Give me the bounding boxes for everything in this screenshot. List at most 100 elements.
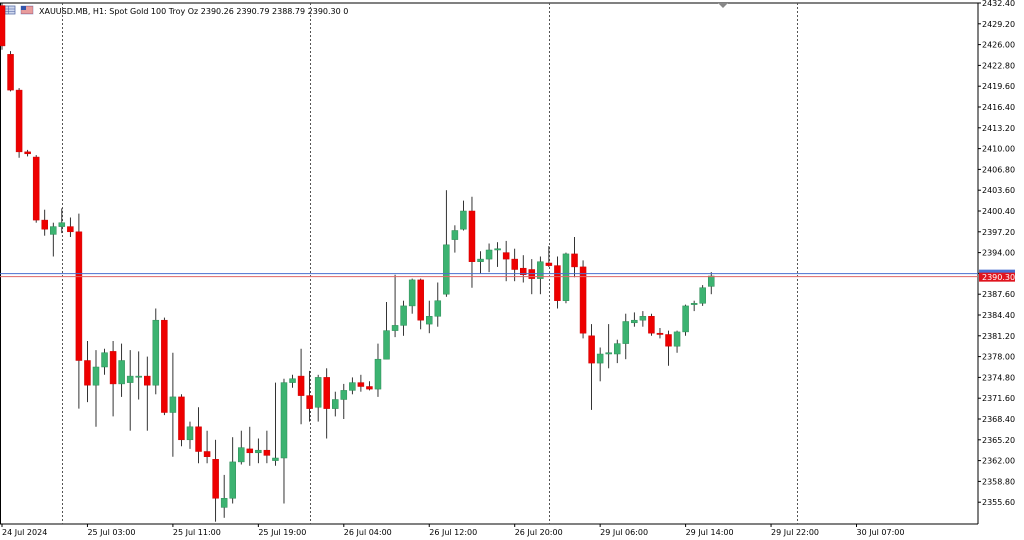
- candle[interactable]: [537, 256, 544, 295]
- candle[interactable]: [451, 225, 459, 253]
- menu-grid-icon[interactable]: [4, 5, 16, 15]
- candle[interactable]: [408, 278, 416, 314]
- candle[interactable]: [682, 304, 689, 336]
- candle[interactable]: [186, 421, 194, 449]
- candle[interactable]: [212, 439, 219, 522]
- candle[interactable]: [118, 343, 125, 397]
- candle[interactable]: [656, 328, 664, 339]
- candle[interactable]: [50, 222, 57, 257]
- candle[interactable]: [169, 352, 177, 457]
- candle[interactable]: [468, 196, 476, 288]
- candle[interactable]: [357, 374, 365, 392]
- candle[interactable]: [605, 324, 612, 369]
- candle[interactable]: [707, 272, 715, 295]
- candle-body: [220, 498, 228, 508]
- candle[interactable]: [571, 237, 578, 278]
- candle[interactable]: [178, 394, 185, 447]
- candle[interactable]: [502, 240, 510, 282]
- candle[interactable]: [0, 3, 6, 50]
- shift-marker-icon[interactable]: [718, 3, 728, 8]
- candle[interactable]: [460, 200, 467, 231]
- candle[interactable]: [92, 350, 100, 427]
- candle[interactable]: [665, 330, 672, 366]
- candle[interactable]: [314, 374, 322, 422]
- candle[interactable]: [323, 368, 330, 439]
- candle-body: [426, 316, 433, 325]
- candle[interactable]: [673, 330, 681, 353]
- candle[interactable]: [229, 437, 236, 504]
- candle[interactable]: [596, 347, 604, 382]
- y-tick-label: 2432.40: [982, 0, 1015, 8]
- candle[interactable]: [400, 300, 407, 336]
- candle[interactable]: [101, 348, 108, 375]
- candle[interactable]: [519, 255, 527, 283]
- candle[interactable]: [263, 430, 271, 464]
- candle[interactable]: [690, 300, 698, 312]
- candle[interactable]: [579, 260, 587, 339]
- candle[interactable]: [631, 312, 638, 327]
- time-axis[interactable]: 24 Jul 2024 25 Jul 03:00 25 Jul 11:00 25 Ju…: [1, 524, 904, 537]
- candle[interactable]: [374, 343, 382, 397]
- candle[interactable]: [24, 149, 31, 157]
- candle[interactable]: [220, 474, 228, 518]
- candle[interactable]: [75, 213, 83, 409]
- candle[interactable]: [648, 313, 655, 336]
- candle[interactable]: [639, 311, 647, 327]
- candle[interactable]: [443, 190, 450, 297]
- candle[interactable]: [562, 252, 570, 304]
- candle[interactable]: [58, 208, 66, 234]
- candle[interactable]: [349, 377, 356, 395]
- candle[interactable]: [545, 246, 553, 267]
- candle[interactable]: [161, 317, 168, 416]
- candle[interactable]: [366, 381, 373, 391]
- candle-body: [554, 265, 561, 301]
- candle[interactable]: [203, 430, 211, 464]
- candle[interactable]: [255, 438, 262, 464]
- candle[interactable]: [272, 382, 279, 466]
- candle[interactable]: [485, 243, 493, 273]
- candle[interactable]: [67, 217, 74, 238]
- candle[interactable]: [434, 282, 442, 327]
- candle[interactable]: [622, 313, 630, 360]
- candles-layer: [0, 3, 715, 522]
- candle[interactable]: [135, 351, 142, 400]
- candle[interactable]: [109, 341, 117, 417]
- candle[interactable]: [426, 300, 433, 334]
- candle[interactable]: [126, 350, 134, 431]
- candle[interactable]: [7, 51, 14, 92]
- y-tick-label: 2397.20: [982, 228, 1015, 237]
- candle[interactable]: [195, 407, 202, 464]
- candle[interactable]: [477, 251, 484, 274]
- candle-body: [152, 319, 160, 386]
- candle[interactable]: [417, 278, 424, 330]
- candle[interactable]: [289, 374, 296, 388]
- candle[interactable]: [332, 391, 339, 417]
- candle[interactable]: [246, 426, 254, 466]
- candle[interactable]: [383, 302, 390, 360]
- candle[interactable]: [84, 341, 91, 403]
- x-tick-label: 25 Jul 03:00: [87, 528, 135, 537]
- candle[interactable]: [554, 256, 561, 309]
- candle[interactable]: [41, 209, 48, 236]
- candle[interactable]: [613, 339, 621, 364]
- candle[interactable]: [494, 242, 501, 267]
- candle[interactable]: [699, 285, 706, 306]
- candle[interactable]: [306, 370, 313, 422]
- candle[interactable]: [511, 248, 518, 282]
- candle[interactable]: [152, 308, 160, 395]
- candle-body: [408, 279, 416, 307]
- candle[interactable]: [144, 356, 151, 431]
- candle[interactable]: [588, 324, 595, 410]
- candle[interactable]: [297, 348, 305, 425]
- candle[interactable]: [391, 274, 399, 338]
- price-axis[interactable]: 2432.40 2429.20 2426.00 2422.80 2419.60 2416.…: [978, 0, 1015, 507]
- candle[interactable]: [280, 378, 288, 504]
- y-tick-label: 2362.00: [982, 457, 1015, 466]
- candle-body: [383, 330, 390, 360]
- candle[interactable]: [238, 430, 245, 465]
- candle[interactable]: [15, 88, 23, 158]
- candle[interactable]: [32, 155, 40, 223]
- candle[interactable]: [340, 383, 348, 419]
